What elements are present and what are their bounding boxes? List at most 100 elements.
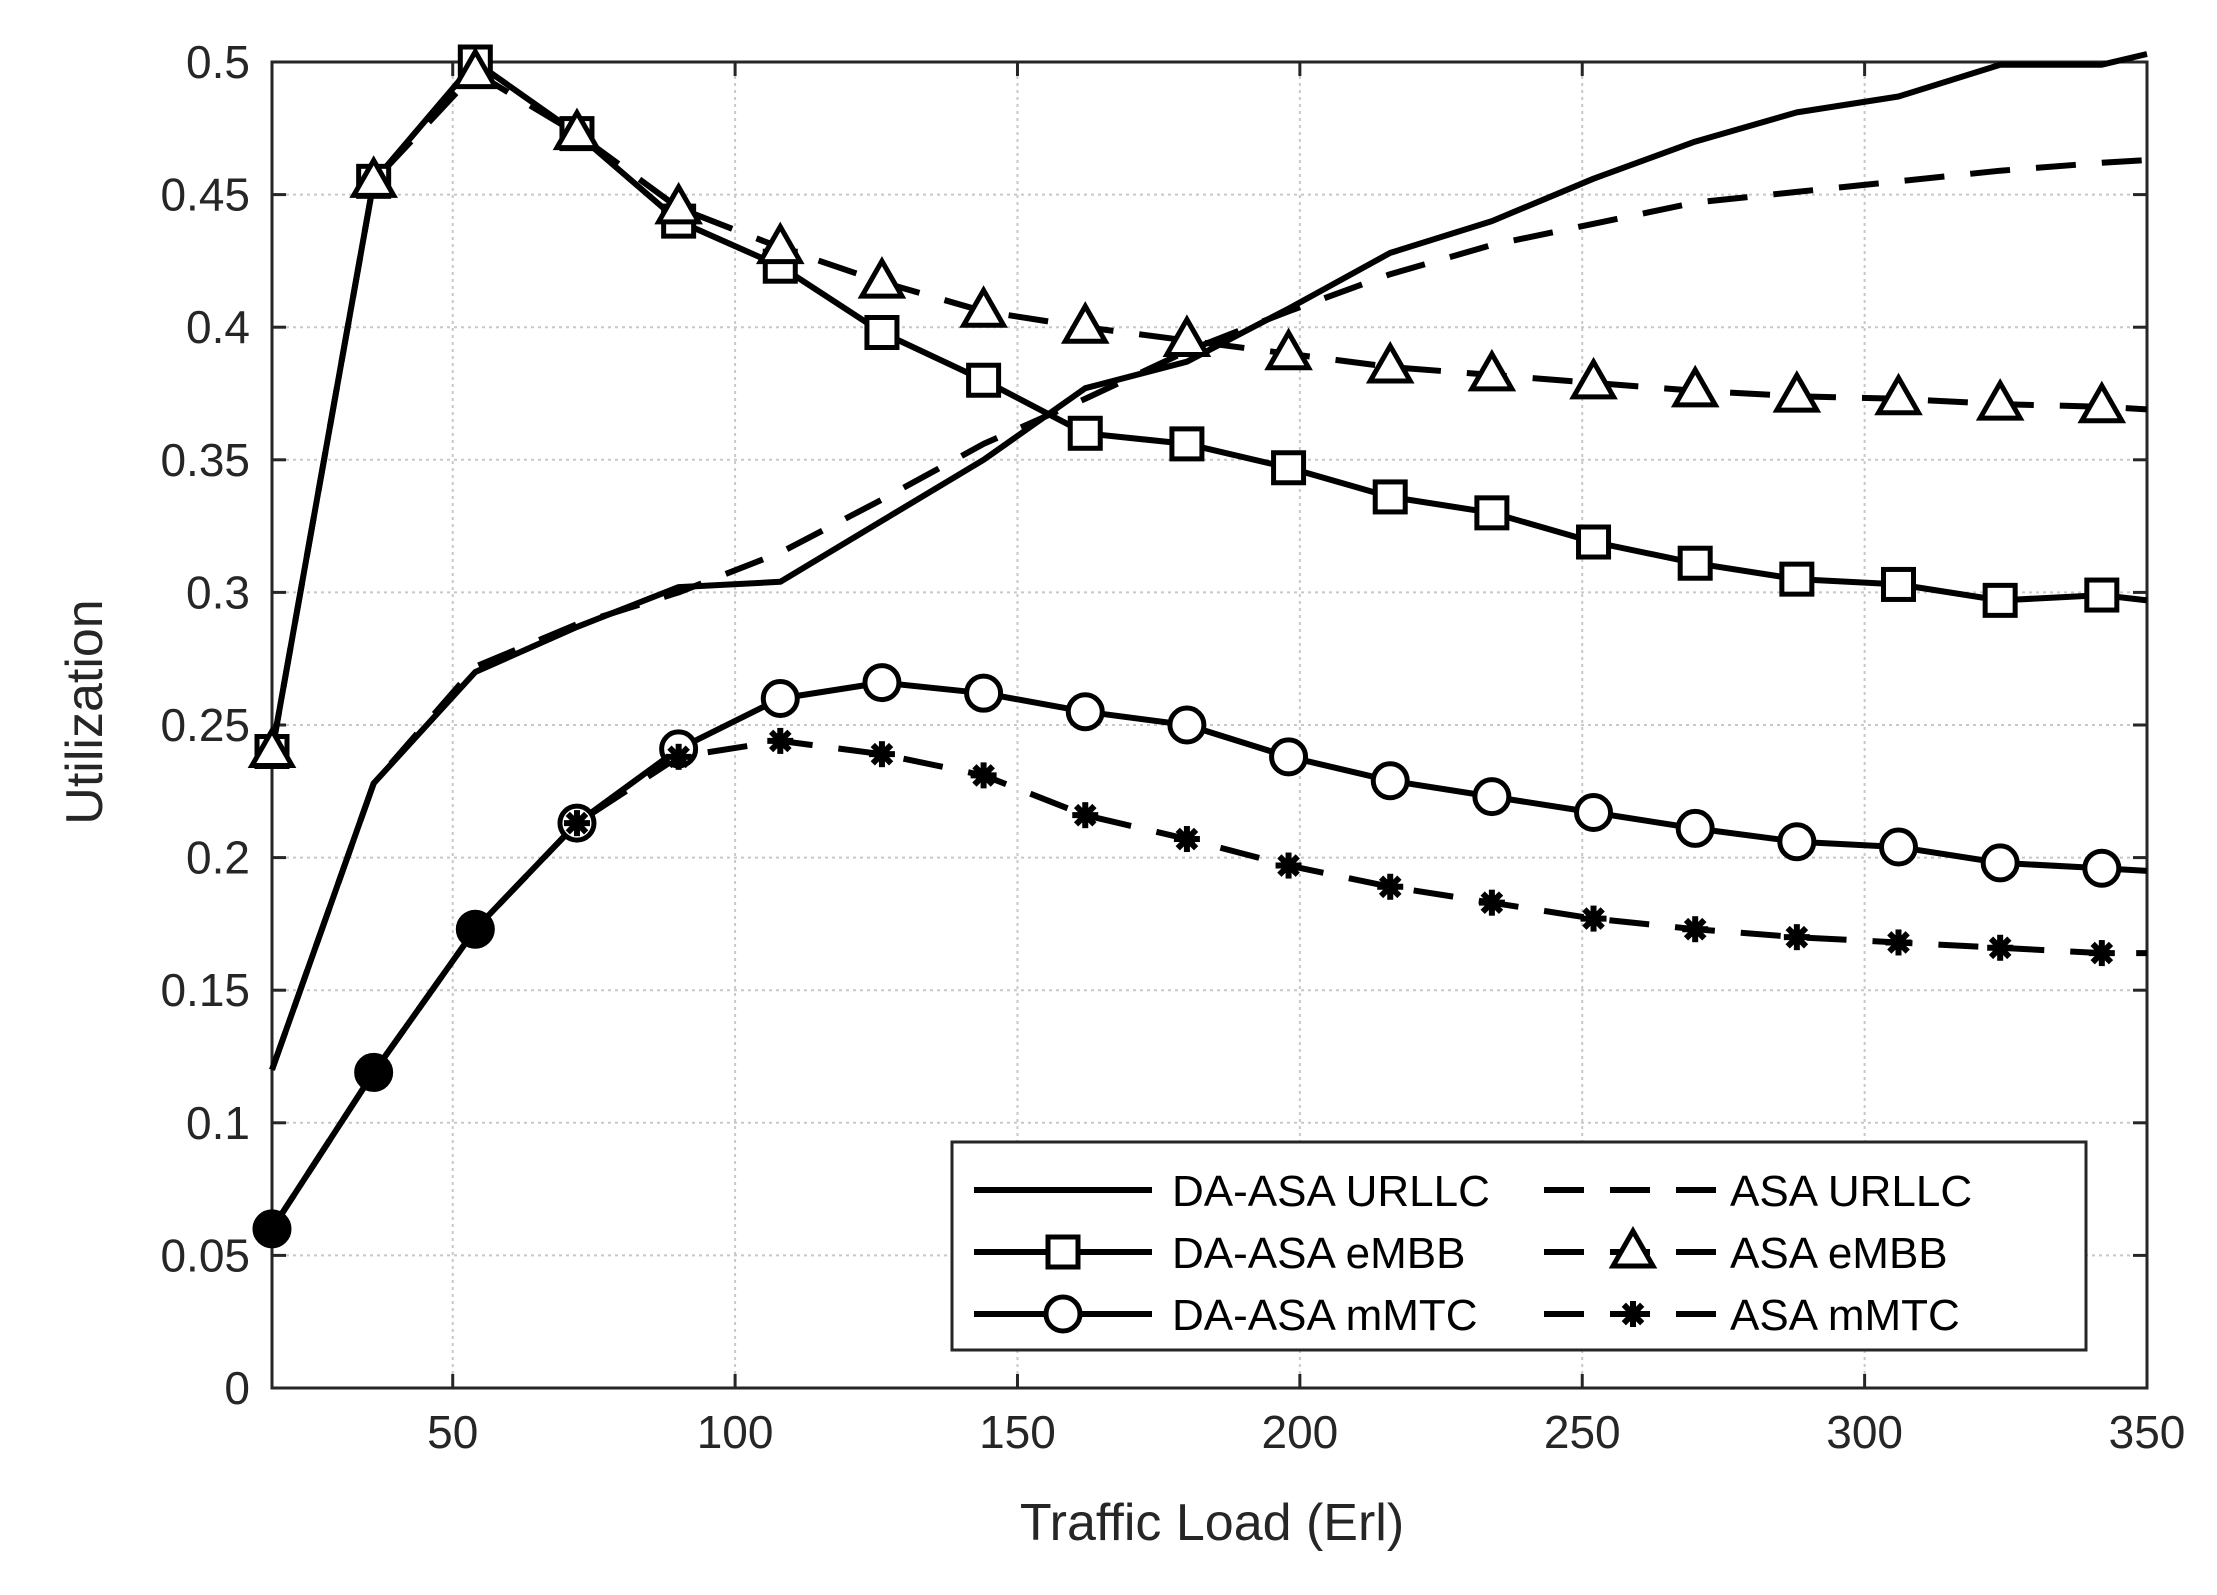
legend-label-da-asa-embb: DA-ASA eMBB <box>1172 1229 1465 1278</box>
x-tick-label: 250 <box>1544 1406 1621 1458</box>
legend-marker-asa-embb <box>1608 1225 1658 1269</box>
y-tick-label: 0.5 <box>186 36 250 88</box>
marker-asa-embb <box>1365 340 1415 384</box>
marker-asa-embb <box>1975 378 2025 421</box>
marker-asa-embb <box>451 46 500 90</box>
marker-asa-embb <box>552 107 602 151</box>
marker-da-asa-mmtc <box>1879 827 1919 867</box>
marker-asa-mmtc <box>665 743 692 770</box>
marker-overlap-point <box>253 1210 291 1248</box>
y-tick-label: 0.4 <box>186 301 250 353</box>
marker-asa-mmtc-spoke <box>1480 891 1504 914</box>
marker-da-asa-embb <box>1372 479 1408 515</box>
y-tick-label: 0.1 <box>186 1097 250 1149</box>
marker-da-asa-mmtc <box>964 673 1004 713</box>
marker-da-asa-mmtc <box>760 678 800 718</box>
marker-asa-embb <box>654 181 703 225</box>
marker-overlap-point <box>456 910 494 948</box>
marker-da-asa-mmtc <box>862 663 902 703</box>
marker-asa-mmtc-spoke <box>1785 925 1809 949</box>
marker-da-asa-mmtc <box>1980 843 2020 883</box>
marker-asa-embb <box>755 221 805 265</box>
marker-da-asa-mmtc <box>1065 692 1105 732</box>
legend-marker-da-asa-mmtc <box>1043 1294 1083 1334</box>
legend-label-da-asa-mmtc: DA-ASA mMTC <box>1172 1291 1478 1340</box>
x-tick-label: 200 <box>1261 1406 1338 1458</box>
marker-asa-mmtc <box>1682 916 1709 943</box>
marker-asa-mmtc <box>970 762 997 789</box>
marker-asa-mmtc-spoke <box>1988 936 2012 960</box>
marker-da-asa-mmtc <box>1574 793 1614 833</box>
marker-asa-mmtc <box>1478 889 1505 916</box>
marker-da-asa-mmtc <box>1777 822 1817 862</box>
marker-da-asa-embb <box>762 248 798 284</box>
marker-da-asa-embb <box>2084 577 2120 613</box>
legend-marker-asa-mmtc-spoke <box>1621 1302 1645 1326</box>
legend-label-da-asa-urllc: DA-ASA URLLC <box>1172 1167 1490 1216</box>
marker-asa-embb <box>959 285 1008 328</box>
marker-da-asa-mmtc <box>1167 705 1207 745</box>
marker-asa-mmtc-spoke <box>2090 941 2114 965</box>
marker-asa-embb <box>1874 372 1923 416</box>
marker-asa-mmtc-spoke <box>1073 803 1097 827</box>
marker-asa-mmtc <box>1275 852 1302 879</box>
y-tick-label: 0.25 <box>160 699 250 751</box>
marker-asa-embb <box>1060 301 1110 344</box>
marker-da-asa-mmtc <box>1472 777 1512 817</box>
marker-asa-mmtc <box>1072 802 1099 829</box>
x-tick-label: 50 <box>427 1406 478 1458</box>
marker-da-asa-embb <box>1067 415 1103 451</box>
marker-asa-mmtc-spoke <box>1378 875 1402 899</box>
marker-asa-embb <box>349 155 398 198</box>
marker-asa-embb <box>1467 348 1517 392</box>
y-tick-label: 0.45 <box>160 169 250 221</box>
marker-asa-embb <box>247 725 297 769</box>
marker-asa-embb <box>1569 356 1618 400</box>
marker-asa-embb <box>2077 380 2127 424</box>
legend-marker-da-asa-embb <box>1045 1234 1081 1270</box>
legend-label-asa-embb: ASA eMBB <box>1730 1229 1948 1278</box>
marker-da-asa-embb <box>1271 450 1307 486</box>
series-line-asa-mmtc <box>269 737 2147 1231</box>
legend-label-asa-mmtc: ASA mMTC <box>1730 1291 1960 1340</box>
marker-asa-mmtc-spoke <box>565 811 589 835</box>
marker-asa-mmtc-spoke <box>870 742 894 766</box>
marker-da-asa-embb <box>1169 426 1205 462</box>
series-line-da-asa-urllc <box>269 51 2148 1071</box>
marker-asa-embb <box>1670 364 1720 408</box>
marker-asa-mmtc-spoke <box>768 729 792 753</box>
marker-da-asa-mmtc <box>1675 808 1715 848</box>
y-tick-label: 0.3 <box>186 566 250 618</box>
y-tick-label: 0 <box>224 1362 250 1414</box>
x-tick-label: 300 <box>1826 1406 1903 1458</box>
marker-da-asa-embb <box>1677 545 1713 581</box>
marker-asa-mmtc <box>1885 929 1912 956</box>
marker-da-asa-embb <box>1881 566 1917 602</box>
y-tick-label: 0.05 <box>160 1229 250 1281</box>
marker-asa-mmtc <box>868 741 895 768</box>
marker-asa-mmtc-spoke <box>1175 827 1199 851</box>
legend: DA-ASA URLLC ASA URLLC DA-ASA eMBB ASA eMBB… <box>950 1140 2088 1352</box>
x-tick-label: 150 <box>979 1406 1056 1458</box>
marker-asa-mmtc <box>1580 905 1607 932</box>
marker-overlap-point <box>355 1053 393 1091</box>
y-tick-label: 0.35 <box>160 434 250 486</box>
marker-da-asa-embb <box>864 315 900 351</box>
marker-da-asa-embb <box>966 362 1002 398</box>
marker-asa-mmtc-spoke <box>972 764 995 787</box>
marker-da-asa-mmtc <box>1370 761 1410 801</box>
legend-label-asa-urllc: ASA URLLC <box>1730 1167 1972 1216</box>
marker-da-asa-embb <box>1474 495 1510 531</box>
marker-asa-embb <box>1772 370 1822 413</box>
marker-asa-embb <box>857 256 907 299</box>
marker-asa-embb <box>1264 327 1313 371</box>
series-line-asa-urllc <box>269 157 2148 1071</box>
marker-asa-mmtc-spoke <box>667 745 690 769</box>
marker-da-asa-embb <box>1982 582 2018 618</box>
marker-asa-mmtc <box>1173 826 1200 853</box>
marker-asa-mmtc <box>767 727 794 754</box>
y-axis-title: Utilization <box>56 599 114 824</box>
marker-asa-mmtc <box>1987 934 2014 961</box>
